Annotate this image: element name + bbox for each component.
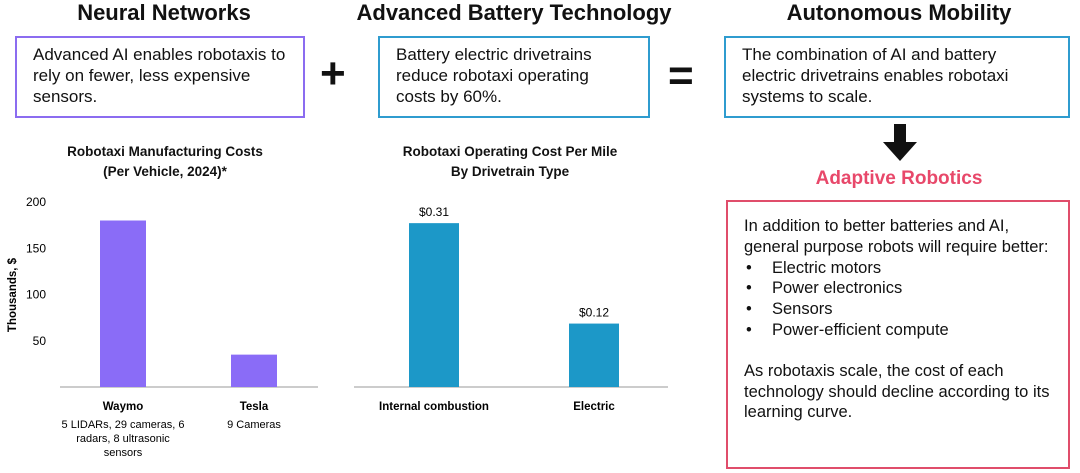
battery-technology-box: Battery electric drivetrains reduce robo… [378,36,650,118]
bullet-icon: • [746,300,752,319]
x-tick-label: Waymo [103,401,143,413]
bullet-icon: • [746,258,752,277]
battery-technology-title: Advanced Battery Technology [356,0,672,25]
category-note: radars, 8 ultrasonic [76,433,170,445]
down-arrow-icon [883,124,917,161]
equals-operator: = [668,51,694,100]
data-label: $0.31 [419,205,449,219]
y-tick-label: 200 [26,195,46,209]
manufacturing-cost-chart: Thousands, $ 50 100 150 200 Waymo 5 LIDARs, 29… [7,195,318,459]
adaptive-intro: In addition to better batteries and AI, … [744,217,1049,256]
list-item: • Sensors [746,300,833,319]
list-item: • Power electronics [746,279,903,298]
category-note: 5 LIDARs, 29 cameras, 6 [62,419,185,431]
bar [569,323,619,387]
x-tick-label: Tesla [240,401,269,413]
plus-operator: + [320,49,346,98]
list-item: • Electric motors [746,258,882,277]
autonomous-mobility-title: Autonomous Mobility [786,0,1012,25]
x-tick-label: Internal combustion [379,401,489,413]
adaptive-robotics-box: In addition to better batteries and AI, … [726,200,1070,469]
adaptive-robotics-title: Adaptive Robotics [815,168,983,189]
bullet-icon: • [746,279,752,298]
data-label: $0.12 [579,306,609,320]
adaptive-closing: As robotaxis scale, the cost of each tec… [744,361,1050,422]
category-note: 9 Cameras [227,419,281,431]
y-axis-label: Thousands, $ [7,257,19,332]
requirements-list: • Electric motors • Power electronics • Sen… [744,258,1052,341]
category-note: sensors [104,447,143,459]
bullet-icon: • [746,320,752,339]
bar [100,220,146,387]
chart1-title: Robotaxi Manufacturing Costs (Per Vehicl… [67,144,263,179]
list-item: • Power-efficient compute [746,320,949,339]
bar [409,223,459,387]
neural-networks-box: Advanced AI enables robotaxis to rely on… [15,36,305,118]
x-tick-label: Electric [573,401,615,413]
y-tick-label: 50 [33,334,47,348]
y-tick-label: 150 [26,241,46,255]
neural-networks-title: Neural Networks [77,0,251,25]
chart2-title: Robotaxi Operating Cost Per Mile By Driv… [402,144,618,179]
y-tick-label: 100 [26,288,46,302]
operating-cost-chart: $0.31 Internal combustion $0.12 Electric [354,205,668,413]
autonomous-mobility-box: The combination of AI and battery electr… [724,36,1070,118]
bar [231,354,277,387]
